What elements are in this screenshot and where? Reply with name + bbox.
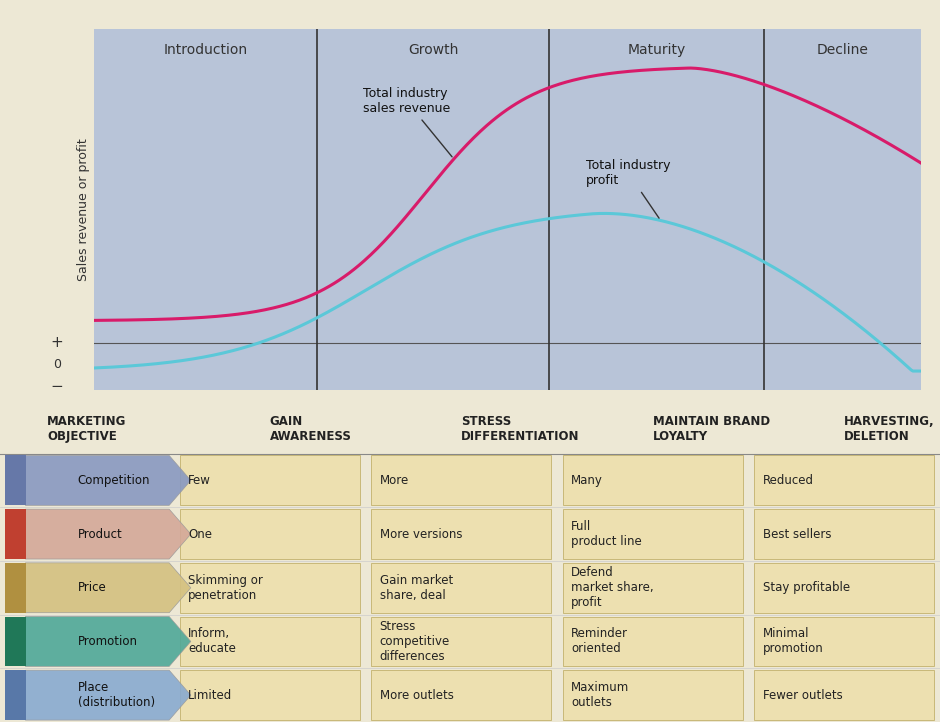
- Text: Promotion: Promotion: [77, 635, 137, 648]
- Text: Gain market
share, deal: Gain market share, deal: [380, 574, 453, 601]
- Text: Competition: Competition: [77, 474, 150, 487]
- FancyBboxPatch shape: [180, 563, 360, 613]
- Polygon shape: [25, 563, 191, 613]
- FancyBboxPatch shape: [371, 563, 551, 613]
- Text: Price: Price: [77, 581, 106, 594]
- Text: Reduced: Reduced: [762, 474, 814, 487]
- Text: Inform,
educate: Inform, educate: [188, 627, 236, 656]
- FancyBboxPatch shape: [754, 617, 934, 666]
- Text: Skimming or
penetration: Skimming or penetration: [188, 574, 263, 601]
- FancyBboxPatch shape: [562, 617, 743, 666]
- Text: STRESS
DIFFERENTIATION: STRESS DIFFERENTIATION: [462, 415, 580, 443]
- Text: 0: 0: [53, 358, 61, 371]
- FancyBboxPatch shape: [371, 456, 551, 505]
- Text: Stress
competitive
differences: Stress competitive differences: [380, 620, 449, 663]
- Text: Maturity: Maturity: [627, 43, 685, 57]
- Text: One: One: [188, 528, 212, 541]
- Polygon shape: [5, 563, 26, 613]
- Text: Full
product line: Full product line: [572, 520, 642, 548]
- Polygon shape: [25, 617, 191, 666]
- FancyBboxPatch shape: [180, 509, 360, 559]
- Polygon shape: [25, 456, 191, 505]
- Text: Many: Many: [572, 474, 603, 487]
- FancyBboxPatch shape: [562, 509, 743, 559]
- Polygon shape: [5, 456, 26, 505]
- Text: Defend
market share,
profit: Defend market share, profit: [572, 566, 653, 609]
- Text: Total industry
profit: Total industry profit: [587, 160, 670, 218]
- Text: MARKETING
OBJECTIVE: MARKETING OBJECTIVE: [47, 415, 127, 443]
- FancyBboxPatch shape: [562, 563, 743, 613]
- Text: Best sellers: Best sellers: [762, 528, 831, 541]
- Y-axis label: Sales revenue or profit: Sales revenue or profit: [77, 138, 90, 281]
- Text: More versions: More versions: [380, 528, 462, 541]
- Text: More: More: [380, 474, 409, 487]
- Text: Decline: Decline: [817, 43, 869, 57]
- Text: Product: Product: [77, 528, 122, 541]
- FancyBboxPatch shape: [180, 456, 360, 505]
- Polygon shape: [25, 509, 191, 559]
- Text: Few: Few: [188, 474, 211, 487]
- Polygon shape: [5, 617, 26, 666]
- Text: +: +: [51, 336, 63, 350]
- Polygon shape: [5, 670, 26, 720]
- FancyBboxPatch shape: [562, 456, 743, 505]
- Text: Reminder
oriented: Reminder oriented: [572, 627, 628, 656]
- Polygon shape: [5, 509, 26, 559]
- FancyBboxPatch shape: [371, 617, 551, 666]
- Text: Limited: Limited: [188, 689, 232, 702]
- Text: Growth: Growth: [408, 43, 459, 57]
- Text: −: −: [51, 379, 63, 393]
- Text: Minimal
promotion: Minimal promotion: [762, 627, 823, 656]
- Text: GAIN
AWARENESS: GAIN AWARENESS: [270, 415, 352, 443]
- Text: MAINTAIN BRAND
LOYALTY: MAINTAIN BRAND LOYALTY: [652, 415, 770, 443]
- Text: HARVESTING,
DELETION: HARVESTING, DELETION: [844, 415, 935, 443]
- FancyBboxPatch shape: [754, 456, 934, 505]
- Text: Fewer outlets: Fewer outlets: [762, 689, 842, 702]
- FancyBboxPatch shape: [754, 670, 934, 720]
- Polygon shape: [25, 670, 191, 720]
- FancyBboxPatch shape: [754, 509, 934, 559]
- FancyBboxPatch shape: [754, 563, 934, 613]
- Text: Total industry
sales revenue: Total industry sales revenue: [363, 87, 452, 157]
- FancyBboxPatch shape: [371, 670, 551, 720]
- Text: Maximum
outlets: Maximum outlets: [572, 681, 629, 709]
- Text: Introduction: Introduction: [164, 43, 248, 57]
- FancyBboxPatch shape: [562, 670, 743, 720]
- FancyBboxPatch shape: [371, 509, 551, 559]
- Text: Stay profitable: Stay profitable: [762, 581, 850, 594]
- Text: Place
(distribution): Place (distribution): [77, 681, 155, 709]
- FancyBboxPatch shape: [180, 617, 360, 666]
- FancyBboxPatch shape: [180, 670, 360, 720]
- Text: More outlets: More outlets: [380, 689, 453, 702]
